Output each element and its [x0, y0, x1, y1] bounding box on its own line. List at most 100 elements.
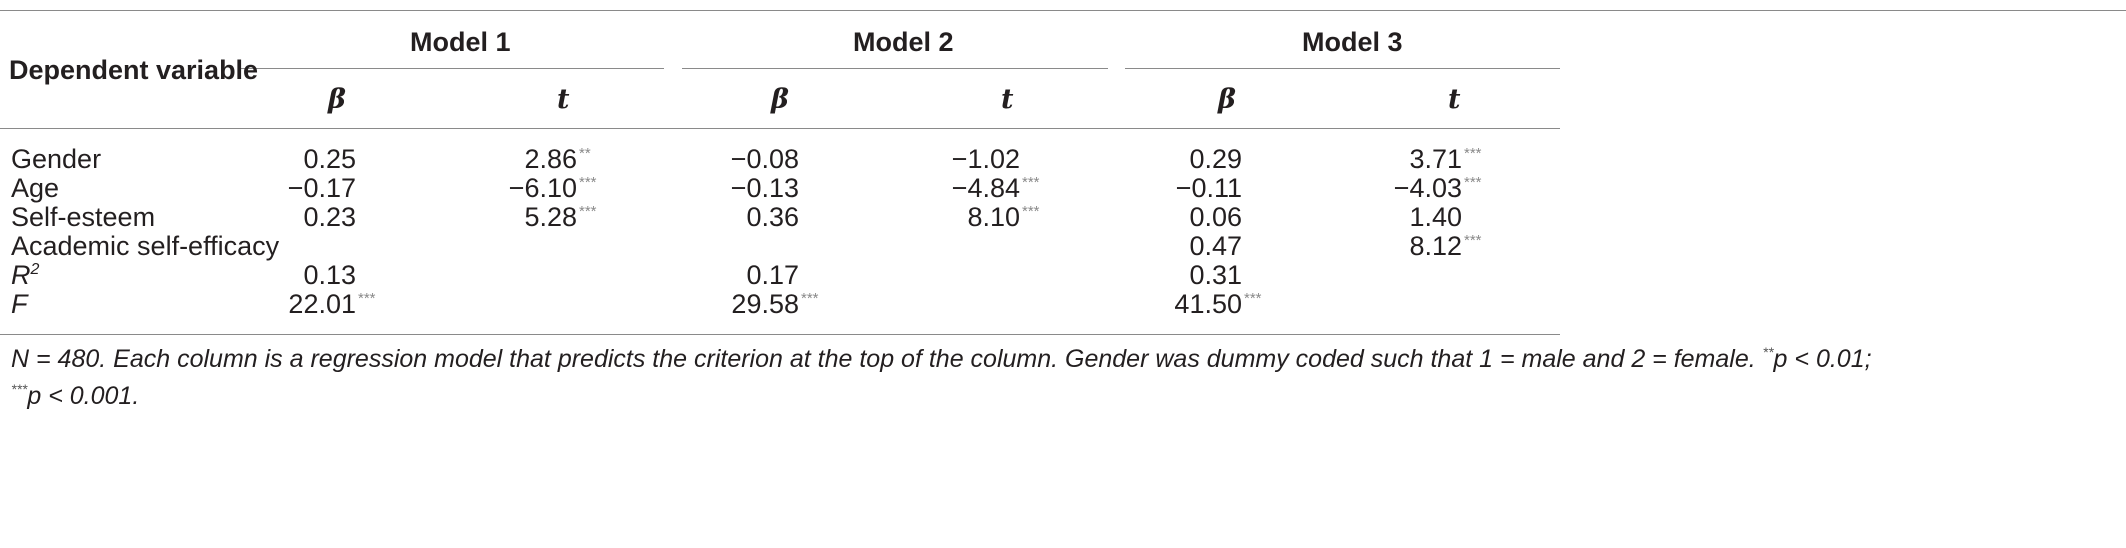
cell-value: −0.08	[730, 144, 799, 174]
cell-value: 0.29	[1189, 144, 1242, 174]
table-cell: −6.10 ***	[509, 172, 597, 209]
model-1-t-header: t	[557, 84, 570, 115]
cell-value: 0.06	[1189, 202, 1242, 232]
row-label-text: Academic self-efficacy	[11, 231, 280, 261]
cell-value: −1.02	[951, 144, 1020, 174]
model-1-header: Model 1	[410, 27, 511, 57]
table-cell: −4.84 ***	[952, 172, 1040, 209]
cell-value: 3.71	[1409, 144, 1462, 174]
cell-value: 0.31	[1189, 260, 1242, 290]
cell-value: −0.13	[730, 173, 799, 203]
row-label-text: Self-esteem	[11, 202, 156, 232]
table-cell: 0.47	[1189, 230, 1242, 262]
cell-value: 8.12	[1409, 231, 1462, 261]
cell-value: −0.17	[287, 173, 356, 203]
table-cell: 8.12 ***	[1409, 230, 1481, 267]
row-label-text: Age	[11, 173, 60, 203]
table-cell: 0.23	[303, 201, 356, 233]
cell-value: 0.36	[746, 202, 799, 232]
model-2-rule	[682, 68, 1108, 69]
cell-value: −0.11	[1175, 173, 1242, 203]
row-label: Age	[11, 172, 59, 204]
cell-value: 1.40	[1409, 202, 1462, 232]
significance-marker: ***	[579, 203, 597, 220]
table-cell: 0.25	[303, 143, 356, 175]
cell-value: 22.01	[288, 289, 356, 319]
cell-value: 0.17	[746, 260, 799, 290]
table-cell: 2.86 **	[524, 143, 590, 180]
table-cell: 29.58 ***	[731, 288, 818, 325]
cell-value: −4.03	[1393, 173, 1462, 203]
significance-marker: ***	[1244, 290, 1262, 307]
cell-value: 5.28	[524, 202, 577, 232]
significance-marker: ***	[801, 290, 819, 307]
table-note-text-1-end: p < 0.01;	[1773, 345, 1872, 373]
model-1-beta-header: β	[328, 84, 346, 115]
cell-value: 2.86	[524, 144, 577, 174]
significance-marker: ***	[1022, 174, 1040, 191]
row-label: Academic self-efficacy	[11, 230, 279, 262]
row-label: R2	[11, 259, 39, 296]
model-2-header: Model 2	[853, 27, 954, 57]
table-note-text-2: p < 0.001.	[27, 382, 140, 410]
table-note-text-1: N = 480. Each column is a regression mod…	[11, 345, 1763, 373]
table-cell: −0.13	[731, 172, 799, 204]
table-note: N = 480. Each column is a regression mod…	[11, 342, 2111, 416]
table-cell: 41.50 ***	[1174, 288, 1261, 325]
model-3-beta-header: β	[1218, 84, 1236, 115]
significance-marker: **	[579, 145, 591, 162]
row-label-text: R	[11, 260, 31, 290]
table-cell: 0.06	[1189, 201, 1242, 233]
dependent-variable-header: Dependent variable	[9, 55, 259, 85]
table-cell: −0.08	[731, 143, 799, 175]
table-cell: 1.40	[1409, 201, 1462, 233]
table-cell: −0.11	[1176, 172, 1242, 204]
table-cell: 0.13	[303, 259, 356, 291]
header-bottom-rule	[0, 128, 1560, 129]
significance-marker: ***	[358, 290, 376, 307]
cell-value: 0.23	[303, 202, 356, 232]
table-cell: 0.17	[746, 259, 799, 291]
table-cell: 3.71 ***	[1409, 143, 1481, 180]
model-3-t-header: t	[1448, 84, 1461, 115]
table-note-line-1: N = 480. Each column is a regression mod…	[11, 342, 2111, 379]
table-cell: 0.31	[1189, 259, 1242, 291]
row-label-text: F	[11, 289, 28, 319]
table-note-sig-2: ***	[11, 381, 28, 397]
model-2-t-header: t	[1001, 84, 1014, 115]
cell-value: 29.58	[731, 289, 799, 319]
table-bottom-rule	[0, 334, 1560, 335]
table-note-line-2: ***p < 0.001.	[11, 379, 2111, 416]
table-cell: 0.36	[746, 201, 799, 233]
cell-value: −4.84	[951, 173, 1020, 203]
cell-value: 0.47	[1189, 231, 1242, 261]
cell-value: −6.10	[508, 173, 577, 203]
row-label: Gender	[11, 143, 101, 175]
table-cell: 8.10 ***	[967, 201, 1039, 238]
table-cell: −1.02	[952, 143, 1020, 175]
table-cell: 0.29	[1189, 143, 1242, 175]
significance-marker: ***	[1464, 145, 1482, 162]
row-label: Self-esteem	[11, 201, 155, 233]
table-note-sig-1: **	[1762, 344, 1774, 360]
significance-marker: ***	[1464, 232, 1482, 249]
row-label: F	[11, 288, 28, 320]
table-cell: 5.28 ***	[524, 201, 596, 238]
table-cell: 22.01 ***	[288, 288, 375, 325]
table-cell: −4.03 ***	[1394, 172, 1482, 209]
model-3-rule	[1125, 68, 1560, 69]
model-3-header: Model 3	[1302, 27, 1403, 57]
model-2-beta-header: β	[771, 84, 789, 115]
row-label-superscript: 2	[30, 261, 40, 278]
significance-marker: ***	[1464, 174, 1482, 191]
cell-value: 41.50	[1174, 289, 1242, 319]
cell-value: 0.13	[303, 260, 356, 290]
model-1-rule	[240, 68, 664, 69]
significance-marker: ***	[1022, 203, 1040, 220]
significance-marker: ***	[579, 174, 597, 191]
cell-value: 8.10	[967, 202, 1020, 232]
table-top-rule	[0, 10, 2126, 11]
table-cell: −0.17	[288, 172, 356, 204]
cell-value: 0.25	[303, 144, 356, 174]
row-label-text: Gender	[11, 144, 102, 174]
